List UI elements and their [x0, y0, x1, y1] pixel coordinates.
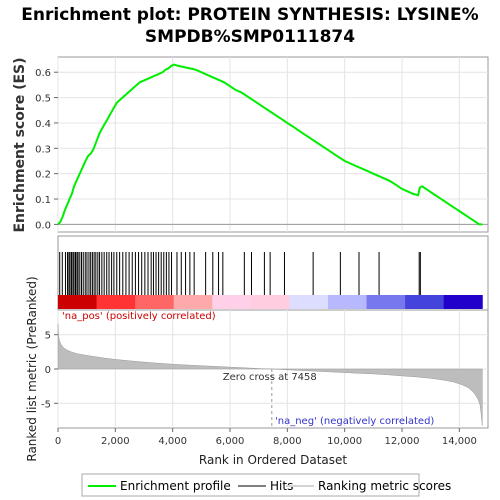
x-axis-ticks: 0 2,000 4,000 6,000 8,000 10,000 12,000 14,000 — [55, 428, 477, 447]
colorbar-segment — [58, 295, 98, 309]
es-y-tick-label: 0.6 — [35, 68, 51, 79]
metric-y-tick-label: -5 — [41, 399, 51, 410]
colorbar-segment — [96, 295, 136, 309]
colorbar-segment — [250, 295, 290, 309]
es-y-tick-label: 0.2 — [35, 170, 51, 181]
es-y-axis-title: Enrichment score (ES) — [12, 57, 28, 232]
colorbar-segment — [366, 295, 406, 309]
colorbar-segment — [173, 295, 213, 309]
legend-item-ranking-metric: Ranking metric scores — [286, 479, 451, 493]
es-y-ticks: 0.0 0.1 0.2 0.3 0.4 0.5 0.6 — [35, 68, 58, 231]
colorbar-segment — [405, 295, 445, 309]
es-y-tick-label: 0.5 — [35, 94, 51, 105]
ranking-colorbar — [58, 295, 483, 309]
legend-label-hits: Hits — [270, 479, 293, 493]
zero-cross-label: Zero cross at 7458 — [223, 372, 317, 383]
colorbar-segment — [443, 295, 483, 309]
colorbar-segment — [327, 295, 368, 309]
chart-title-line-1: Enrichment plot: PROTEIN SYNTHESIS: LYSI… — [21, 5, 478, 25]
es-panel-frame — [57, 56, 489, 233]
es-line-group — [57, 63, 483, 226]
x-tick-label: 14,000 — [442, 436, 477, 447]
metric-y-tick-label: 5 — [45, 331, 51, 342]
colorbar-segment — [135, 295, 175, 309]
metric-y-ticks: 5 0 -5 — [41, 331, 58, 410]
es-y-tick-label: 0.4 — [35, 119, 51, 130]
metric-y-tick-label: 0 — [45, 365, 51, 376]
positive-correlation-label: 'na_pos' (positively correlated) — [62, 311, 216, 322]
x-tick-label: 10,000 — [327, 436, 362, 447]
chart-title-line-2: SMPDB%SMP0111874 — [145, 27, 355, 47]
x-tick-label: 0 — [55, 436, 61, 447]
es-y-tick-label: 0.0 — [35, 220, 51, 231]
legend-label-metric: Ranking metric scores — [318, 479, 451, 493]
es-y-tick-label: 0.3 — [35, 144, 51, 155]
x-axis-title: Rank in Ordered Dataset — [199, 453, 347, 467]
x-tick-label: 2,000 — [101, 436, 130, 447]
hit-lines — [59, 252, 421, 295]
legend-item-hits: Hits — [238, 479, 293, 493]
x-tick-label: 8,000 — [273, 436, 302, 447]
colorbar-segment — [212, 295, 252, 309]
es-y-tick-label: 0.1 — [35, 195, 51, 206]
x-tick-label: 12,000 — [385, 436, 420, 447]
colorbar-segment — [289, 295, 329, 309]
x-tick-label: 4,000 — [158, 436, 187, 447]
legend-item-enrichment-profile: Enrichment profile — [88, 479, 231, 493]
x-tick-label: 6,000 — [216, 436, 245, 447]
enrichment-profile-line — [57, 63, 483, 226]
metric-y-axis-title: Ranked list metric (PreRanked) — [25, 276, 39, 461]
legend-label-enrichment: Enrichment profile — [120, 479, 231, 493]
negative-correlation-label: 'na_neg' (negatively correlated) — [275, 416, 434, 427]
